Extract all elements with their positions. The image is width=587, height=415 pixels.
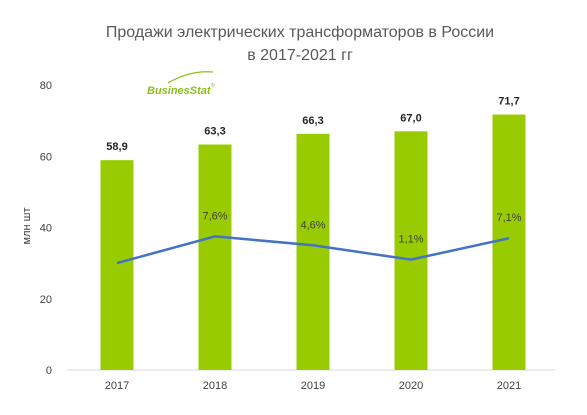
bar: [198, 144, 232, 370]
growth-label: 4,6%: [300, 219, 325, 231]
logo-registered-mark: ®: [211, 82, 215, 89]
bar: [100, 160, 134, 370]
bar-value-label: 67,0: [400, 112, 421, 124]
bar-value-label: 58,9: [106, 141, 127, 153]
bar-value-label: 71,7: [498, 96, 519, 108]
logo-swoosh-icon: [167, 71, 214, 84]
y-axis-label: млн шт: [21, 208, 33, 245]
y-tick-label: 60: [40, 151, 52, 163]
growth-label: 7,6%: [202, 210, 227, 222]
growth-label: 7,1%: [496, 212, 521, 224]
bars: [100, 114, 526, 370]
x-tick-label: 2018: [203, 380, 227, 392]
bar-value-label: 66,3: [302, 115, 323, 127]
y-axis-ticks: 0 20 40 60 80: [40, 80, 52, 377]
chart-title-line-2: в 2017-2021 гг: [247, 47, 353, 64]
y-tick-label: 20: [40, 294, 52, 306]
value-labels: 58,9 63,3 66,3 67,0 71,7: [106, 96, 519, 154]
bar: [296, 133, 330, 370]
bar: [492, 114, 526, 370]
growth-labels: 7,6% 4,6% 1,1% 7,1%: [202, 210, 521, 245]
logo-text: BusinesStat: [147, 85, 212, 97]
y-tick-label: 80: [40, 80, 52, 92]
bar: [394, 131, 428, 370]
x-axis-ticks: 2017 2018 2019 2020 2021: [105, 380, 521, 392]
chart-title-line-1: Продажи электрических трансформаторов в …: [106, 24, 494, 41]
growth-label: 1,1%: [398, 234, 423, 246]
growth-line: [116, 235, 510, 265]
x-tick-label: 2020: [399, 380, 423, 392]
businesstat-logo: BusinesStat ®: [147, 71, 215, 97]
y-tick-label: 0: [46, 365, 52, 377]
x-tick-label: 2021: [497, 380, 521, 392]
x-tick-label: 2017: [105, 380, 129, 392]
y-tick-label: 40: [40, 223, 52, 235]
x-tick-label: 2019: [301, 380, 325, 392]
bar-value-label: 63,3: [204, 125, 225, 137]
